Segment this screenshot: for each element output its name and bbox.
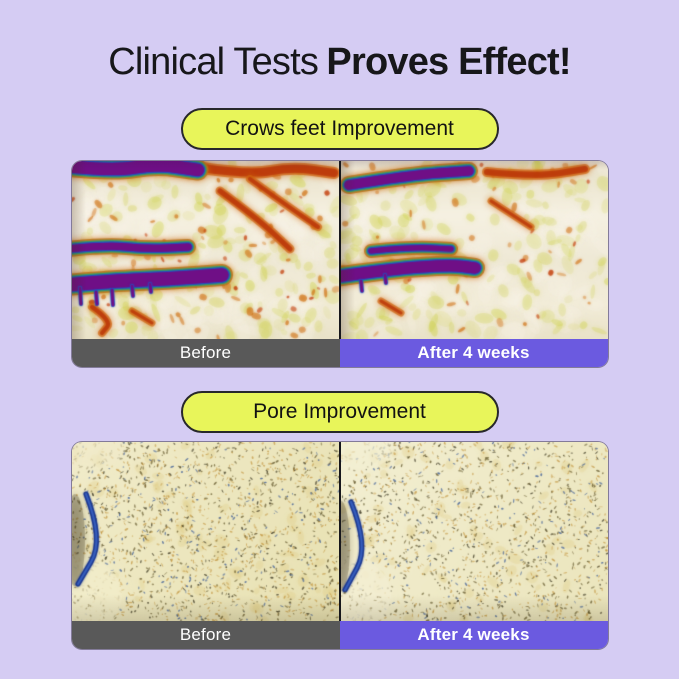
crows-feet-label-bars: Before After 4 weeks: [71, 338, 608, 367]
pore-comparison-panel: Before After 4 weeks: [71, 441, 608, 649]
before-label: Before: [71, 620, 340, 649]
pore-image-pair: [71, 441, 608, 621]
image-divider: [338, 160, 341, 339]
title-bold: Proves Effect!: [326, 41, 571, 83]
crows-feet-after-image: [340, 160, 608, 339]
crows-feet-image-pair: [71, 160, 608, 339]
pore-label-bars: Before After 4 weeks: [71, 620, 608, 649]
badge-crows-feet-improvement: Crows feet Improvement: [180, 107, 499, 150]
after-label: After 4 weeks: [339, 620, 608, 649]
title-regular: Clinical Tests: [108, 41, 319, 83]
badge-pore-improvement: Pore Improvement: [180, 390, 499, 433]
image-divider: [338, 441, 341, 621]
pore-before-image: [71, 441, 339, 621]
before-label: Before: [71, 338, 340, 367]
after-label: After 4 weeks: [339, 338, 608, 367]
pore-after-image: [340, 441, 608, 621]
crows-feet-comparison-panel: Before After 4 weeks: [71, 160, 608, 367]
page-title: Clinical Tests Proves Effect!: [0, 0, 679, 85]
crows-feet-before-image: [71, 160, 339, 339]
